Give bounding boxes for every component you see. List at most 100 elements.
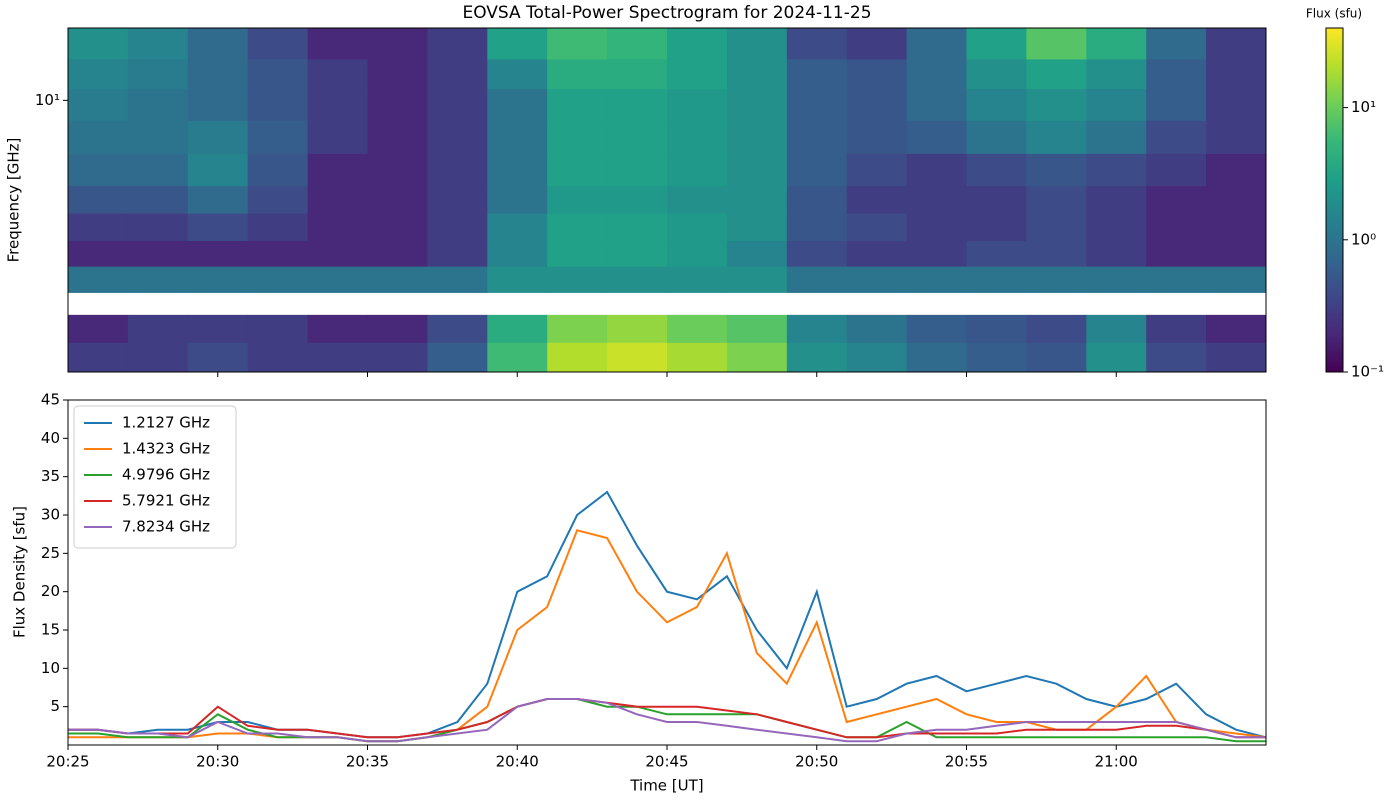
legend-label: 5.7921 GHz bbox=[122, 492, 210, 510]
heatmap-cell bbox=[846, 213, 908, 242]
heatmap-cell bbox=[127, 240, 189, 267]
y-tick-label: 10 bbox=[41, 659, 60, 677]
heatmap-cell bbox=[1146, 342, 1207, 373]
heatmap-cell bbox=[187, 28, 249, 60]
heatmap-cell bbox=[1026, 28, 1087, 60]
heatmap-cell bbox=[187, 240, 249, 267]
heatmap-cell bbox=[906, 120, 967, 154]
heatmap-cell bbox=[127, 342, 189, 373]
heatmap-cell bbox=[68, 120, 129, 154]
legend-label: 1.2127 GHz bbox=[122, 414, 210, 432]
heatmap-cell bbox=[547, 213, 608, 242]
heatmap-cell bbox=[68, 266, 129, 293]
heatmap-cell bbox=[1206, 88, 1267, 121]
heatmap-cell bbox=[487, 213, 548, 242]
heatmap-cell bbox=[307, 342, 368, 373]
heatmap-cell bbox=[1086, 213, 1147, 242]
heatmap-cell bbox=[906, 28, 967, 60]
heatmap-cell bbox=[1026, 240, 1087, 267]
heatmap-cell bbox=[247, 58, 309, 90]
heatmap-cell bbox=[966, 342, 1027, 373]
heatmap-cell bbox=[487, 28, 548, 60]
heatmap-cell bbox=[726, 213, 788, 242]
heatmap-cell bbox=[427, 120, 488, 154]
heatmap-cell bbox=[667, 153, 728, 187]
heatmap-cell bbox=[966, 185, 1027, 214]
heatmap-cell bbox=[846, 185, 908, 214]
heatmap-cell bbox=[1086, 120, 1147, 154]
heatmap-cell bbox=[1026, 213, 1087, 242]
heatmap-cell bbox=[247, 153, 309, 187]
heatmap-cell bbox=[846, 28, 908, 60]
heatmap-cell bbox=[367, 153, 428, 187]
heatmap-cell bbox=[487, 58, 548, 90]
heatmap-cell bbox=[1026, 185, 1087, 214]
heatmap-cell bbox=[187, 120, 249, 154]
heatmap-cell bbox=[1206, 28, 1267, 60]
colorbar-tick-label: 10⁻¹ bbox=[1351, 363, 1384, 381]
plot-background bbox=[68, 400, 1266, 745]
heatmap-cell bbox=[846, 120, 908, 154]
heatmap-cell bbox=[667, 185, 728, 214]
x-tick-label: 20:50 bbox=[795, 753, 838, 771]
heatmap-cell bbox=[68, 58, 129, 90]
heatmap-cell bbox=[307, 240, 368, 267]
heatmap-cell bbox=[607, 185, 668, 214]
heatmap-cell bbox=[68, 28, 129, 60]
y-tick-label: 35 bbox=[41, 467, 60, 485]
heatmap-cell bbox=[726, 185, 788, 214]
heatmap-cell bbox=[307, 58, 368, 90]
heatmap-cell bbox=[607, 58, 668, 90]
heatmap-cell bbox=[307, 153, 368, 187]
heatmap-cell bbox=[187, 58, 249, 90]
heatmap-cell bbox=[1026, 153, 1087, 187]
heatmap-cell bbox=[1086, 342, 1147, 373]
heatmap-cell bbox=[127, 185, 189, 214]
heatmap-cell bbox=[127, 28, 189, 60]
heatmap-cell bbox=[726, 314, 788, 343]
heatmap-cell bbox=[1206, 314, 1267, 343]
heatmap-cell bbox=[906, 153, 967, 187]
heatmap-cell bbox=[547, 266, 608, 293]
y-tick-label: 45 bbox=[41, 391, 60, 409]
heatmap-cell bbox=[427, 342, 488, 373]
line-series bbox=[68, 698, 1266, 739]
colorbar-tick-label: 10¹ bbox=[1351, 98, 1376, 116]
heatmap-cell bbox=[427, 88, 488, 121]
y-tick-label: 40 bbox=[41, 429, 60, 447]
heatmap-cell bbox=[607, 213, 668, 242]
heatmap-cell bbox=[367, 240, 428, 267]
heatmap-cell bbox=[427, 213, 488, 242]
heatmap-cell bbox=[786, 342, 848, 373]
x-tick-label: 20:25 bbox=[46, 753, 89, 771]
heatmap-cell bbox=[966, 153, 1027, 187]
heatmap-cell bbox=[667, 88, 728, 121]
heatmap-cell bbox=[966, 28, 1027, 60]
heatmap-cell bbox=[1086, 266, 1147, 293]
heatmap-cell bbox=[487, 120, 548, 154]
colorbar-label: Flux (sfu) bbox=[1306, 7, 1362, 21]
heatmap-cell bbox=[68, 342, 129, 373]
heatmap-cell bbox=[1086, 185, 1147, 214]
heatmap-cell bbox=[367, 120, 428, 154]
heatmap-cell bbox=[307, 185, 368, 214]
heatmap-cell bbox=[307, 213, 368, 242]
heatmap-cell bbox=[786, 153, 848, 187]
heatmap-cell bbox=[68, 314, 129, 343]
heatmap-cell bbox=[906, 314, 967, 343]
heatmap-cell bbox=[367, 88, 428, 121]
colorbar bbox=[1325, 27, 1344, 373]
heatmap-cell bbox=[906, 240, 967, 267]
heatmap-cell bbox=[786, 314, 848, 343]
heatmap-cell bbox=[547, 314, 608, 343]
heatmap-cell bbox=[786, 185, 848, 214]
heatmap-cell bbox=[367, 28, 428, 60]
heatmap-cell bbox=[68, 153, 129, 187]
heatmap-cell bbox=[68, 185, 129, 214]
heatmap-cell bbox=[906, 185, 967, 214]
heatmap-cell bbox=[726, 58, 788, 90]
heatmap-cell bbox=[1086, 240, 1147, 267]
heatmap-cell bbox=[427, 240, 488, 267]
heatmap-cell bbox=[487, 88, 548, 121]
heatmap-cell bbox=[127, 266, 189, 293]
